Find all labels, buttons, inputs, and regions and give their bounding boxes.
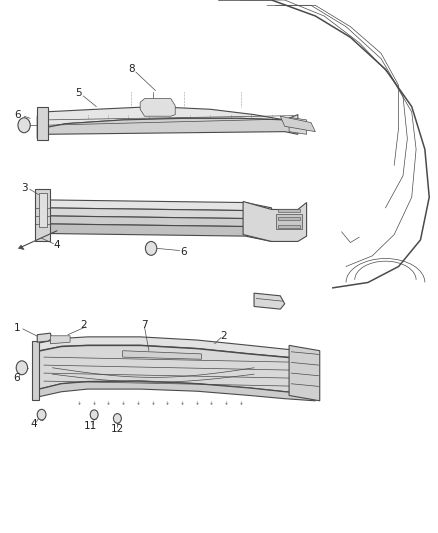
Polygon shape (123, 351, 201, 359)
Circle shape (18, 118, 30, 133)
Polygon shape (44, 107, 298, 128)
Polygon shape (37, 112, 44, 139)
Polygon shape (289, 117, 307, 134)
Text: 2: 2 (220, 331, 227, 341)
Polygon shape (35, 381, 315, 401)
Polygon shape (32, 341, 39, 400)
Polygon shape (35, 189, 50, 241)
Text: 5: 5 (75, 88, 82, 98)
Text: 6: 6 (13, 374, 20, 383)
Polygon shape (44, 224, 272, 241)
Polygon shape (37, 333, 52, 342)
Polygon shape (39, 193, 47, 227)
Polygon shape (278, 225, 300, 228)
Polygon shape (37, 107, 48, 140)
Text: 1: 1 (14, 323, 21, 333)
Polygon shape (44, 208, 272, 224)
Polygon shape (140, 99, 175, 116)
Polygon shape (278, 217, 300, 220)
Circle shape (16, 361, 28, 375)
Polygon shape (44, 216, 272, 232)
Polygon shape (276, 214, 302, 229)
Text: 8: 8 (128, 64, 135, 74)
Text: 2: 2 (80, 320, 87, 330)
Polygon shape (44, 200, 272, 216)
Circle shape (37, 409, 46, 420)
Polygon shape (35, 345, 315, 394)
Text: 12: 12 (111, 424, 124, 434)
Text: 3: 3 (21, 183, 28, 192)
Text: 6: 6 (180, 247, 187, 256)
Polygon shape (278, 209, 300, 212)
Polygon shape (44, 118, 298, 134)
Circle shape (90, 410, 98, 419)
Polygon shape (289, 345, 320, 401)
Text: 11: 11 (84, 422, 97, 431)
Polygon shape (50, 336, 70, 344)
Polygon shape (243, 201, 307, 241)
Polygon shape (18, 245, 24, 249)
Polygon shape (280, 116, 315, 132)
Text: 4: 4 (53, 240, 60, 250)
Polygon shape (35, 337, 315, 360)
Circle shape (145, 241, 157, 255)
Text: 6: 6 (14, 110, 21, 119)
Polygon shape (254, 293, 285, 309)
Text: 7: 7 (141, 320, 148, 330)
Text: 4: 4 (31, 419, 38, 429)
Circle shape (113, 414, 121, 423)
